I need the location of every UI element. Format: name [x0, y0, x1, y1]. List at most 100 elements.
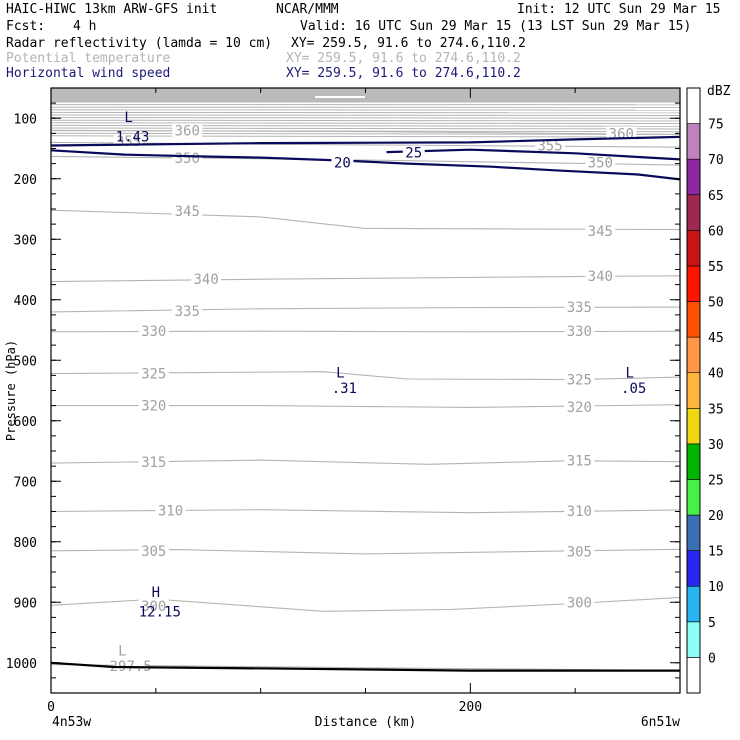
colorbar-frame: [686, 87, 701, 694]
y-tick-label: 200: [14, 173, 37, 188]
theta-contour-325: [51, 371, 680, 381]
field-reflectivity-name: Radar reflectivity (lamda = 10 cm): [6, 36, 273, 51]
theta-label: 330: [567, 324, 592, 340]
theta-upper-contour: [51, 119, 680, 122]
colorbar-level-label: 45: [708, 331, 724, 346]
init-time: Init: 12 UTC Sun 29 Mar 15: [517, 2, 721, 17]
theta-contour-310: [51, 509, 680, 514]
colorbar-swatch: [686, 158, 701, 196]
colorbar-swatch: [686, 443, 701, 480]
colorbar-level-label: 25: [708, 473, 724, 488]
theta-label: 315: [141, 455, 166, 471]
colorbar-unit: dBZ: [707, 84, 731, 99]
extremum-symbol: L: [625, 365, 633, 381]
surface-line: [51, 661, 680, 672]
colorbar-level-label: 55: [708, 260, 724, 275]
theta-label: 320: [141, 399, 166, 415]
theta-label: 345: [588, 224, 613, 240]
extremum-value: 12.15: [139, 604, 181, 620]
colorbar-swatch: [686, 514, 701, 551]
wind-label: 20: [334, 155, 351, 171]
field-wind-name: Horizontal wind speed: [6, 66, 171, 81]
theta-label: 305: [141, 544, 166, 560]
theta-label-bg: [191, 272, 222, 287]
theta-label-bg: [564, 453, 595, 468]
wind-label-bg: [331, 155, 354, 170]
theta-label-bg: [564, 324, 595, 339]
theta-label-bg: [138, 366, 169, 381]
y-tick-label: 400: [14, 294, 37, 309]
theta-label: 350: [175, 151, 200, 167]
y-tick-label: 300: [14, 233, 37, 248]
colorbar-swatch: [686, 479, 701, 516]
theta-label: 355: [116, 134, 141, 150]
y-axis-label: Pressure (hPa): [4, 340, 18, 441]
org-label: NCAR/MMM: [276, 2, 339, 17]
y-tick-label: 900: [14, 596, 37, 611]
theta-upper-contour: [51, 117, 680, 119]
theta-label-bg: [564, 544, 595, 559]
theta-label-bg: [564, 503, 595, 518]
colorbar-swatch: [686, 230, 701, 267]
theta-label: 310: [567, 504, 592, 520]
colorbar-level-label: 35: [708, 402, 724, 417]
theta-label: 350: [588, 155, 613, 171]
colorbar-swatch: [686, 87, 701, 124]
theta-label-bg: [138, 598, 169, 613]
theta-label: 340: [588, 269, 613, 285]
theta-upper-contour: [51, 135, 680, 138]
x-start-label: 4n53w: [52, 715, 91, 730]
theta-upper-contour: [51, 132, 680, 135]
theta-label: 360: [175, 123, 200, 139]
upper-mask: [51, 88, 680, 102]
theta-label: 335: [175, 304, 200, 320]
colorbar-swatch: [686, 265, 701, 302]
colorbar-swatch: [686, 407, 701, 445]
theta-label: 325: [567, 373, 592, 389]
theta-upper-contour: [51, 122, 680, 125]
colorbar-swatch: [686, 336, 701, 374]
field-theta-name: Potential temperature: [6, 51, 171, 66]
theta-label-bg: [172, 304, 203, 319]
colorbar-level-label: 15: [708, 545, 724, 560]
fcst-label: Fcst:: [6, 19, 46, 34]
theta-label: 330: [141, 324, 166, 340]
theta-contour-305: [51, 548, 680, 555]
theta-contour-360: [51, 129, 680, 135]
colorbar-swatch: [686, 372, 701, 409]
colorbar-level-label: 60: [708, 224, 724, 239]
theta-label-bg: [172, 151, 203, 166]
theta-label-bg: [138, 398, 169, 413]
colorbar-level-label: 65: [708, 189, 724, 204]
theta-upper-contour: [51, 124, 680, 127]
theta-label-bg: [585, 155, 616, 170]
colorbar-swatch: [686, 301, 701, 338]
extremum-value: .31: [332, 381, 357, 397]
field-wind-xy: XY= 259.5, 91.6 to 274.6,110.2: [286, 66, 521, 81]
theta-contour-315: [51, 459, 680, 465]
colorbar-level-label: 20: [708, 509, 724, 524]
y-tick-label: 600: [14, 415, 37, 430]
theta-label: 335: [567, 300, 592, 316]
theta-label: 300: [141, 599, 166, 615]
colorbar-swatch: [686, 550, 701, 587]
extremum-symbol: L: [118, 644, 126, 660]
wind-label: 25: [405, 146, 422, 162]
theta-label: 355: [537, 138, 562, 154]
theta-label: 305: [567, 544, 592, 560]
x-axis-label: Distance (km): [315, 715, 417, 730]
theta-label-bg: [564, 399, 595, 414]
extremum-value: .05: [621, 381, 646, 397]
colorbar-level-label: 40: [708, 367, 724, 382]
theta-label-bg: [606, 126, 637, 141]
theta-label-bg: [564, 300, 595, 315]
colorbar-swatch: [686, 621, 701, 658]
colorbar-level-label: 5: [708, 616, 716, 631]
theta-label: 345: [175, 204, 200, 220]
field-theta-xy: XY= 259.5, 91.6 to 274.6,110.2: [286, 51, 521, 66]
colorbar-level-label: 75: [708, 118, 724, 133]
colorbar-swatch: [686, 123, 701, 160]
y-tick-label: 100: [14, 112, 37, 127]
theta-label-bg: [172, 203, 203, 218]
